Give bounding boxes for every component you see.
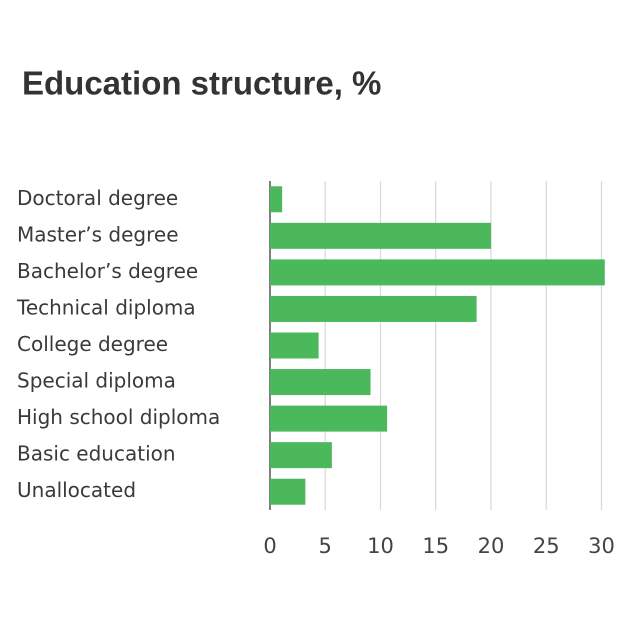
bar <box>270 405 388 432</box>
x-tick-label: 30 <box>588 534 615 558</box>
y-tick-label: Basic education <box>17 442 176 466</box>
y-tick-label: Technical diploma <box>16 295 196 319</box>
y-tick-label: High school diploma <box>17 405 220 429</box>
bar <box>270 369 371 396</box>
bar <box>270 332 319 359</box>
y-tick-label: Bachelor’s degree <box>17 259 198 283</box>
x-tick-label: 5 <box>319 534 332 558</box>
bar <box>270 295 477 322</box>
bar <box>270 442 332 469</box>
bar <box>270 259 605 286</box>
chart-title: Education structure, % <box>22 65 381 102</box>
y-tick-label: Unallocated <box>17 478 136 502</box>
y-tick-label: Master’s degree <box>17 222 179 246</box>
y-tick-label: College degree <box>17 332 168 356</box>
x-tick-label: 10 <box>367 534 394 558</box>
x-tick-label: 25 <box>533 534 560 558</box>
x-tick-label: 20 <box>478 534 505 558</box>
bar <box>270 478 306 505</box>
x-tick-label: 15 <box>422 534 449 558</box>
y-tick-label: Special diploma <box>17 369 176 393</box>
x-tick-label: 0 <box>263 534 276 558</box>
bar <box>270 222 491 249</box>
bar <box>270 186 283 213</box>
y-tick-label: Doctoral degree <box>17 186 178 210</box>
